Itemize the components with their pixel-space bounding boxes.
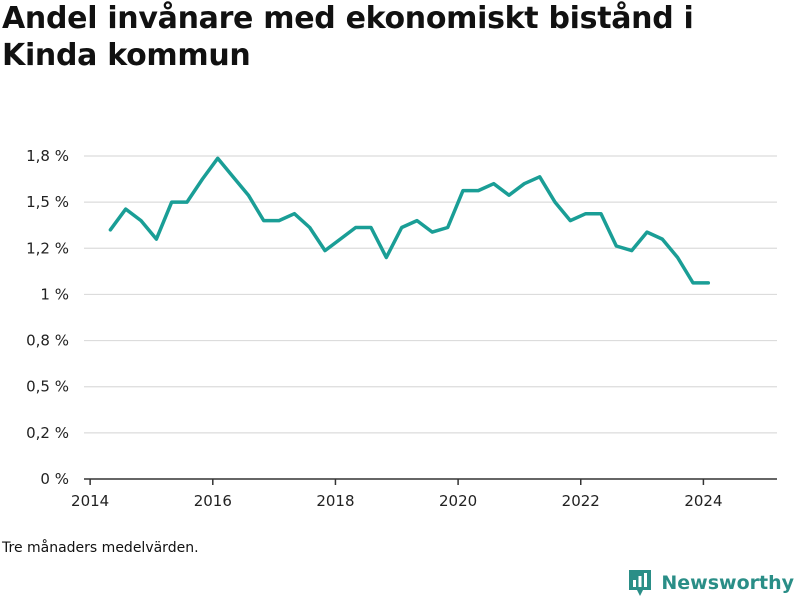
y-axis-tick-labels: 0 % 0,2 % 0,5 % 0,8 % 1 % 1,2 % 1,5 % 1,8 % (26, 147, 69, 488)
brand-name: Newsworthy (661, 572, 794, 594)
y-tick-label: 1,8 % (26, 147, 69, 165)
grid-lines (84, 155, 777, 434)
line-chart: 0 % 0,2 % 0,5 % 0,8 % 1 % 1,2 % 1,5 % 1,8 % 201… (26, 147, 777, 510)
y-tick-label: 0,2 % (26, 424, 69, 442)
y-tick-label: 1 % (40, 285, 69, 303)
x-tick-label: 2016 (194, 492, 232, 510)
x-tick-label: 2020 (439, 492, 477, 510)
y-tick-label: 1,2 % (26, 239, 69, 257)
x-tick-label: 2024 (684, 492, 722, 510)
series-line (108, 156, 711, 285)
page-title: Andel invånare med ekonomiskt bistånd i … (2, 1, 694, 73)
chart-note: Tre månaders medelvärden. (2, 540, 199, 556)
y-tick-label: 0 % (40, 470, 69, 488)
y-tick-label: 0,8 % (26, 332, 69, 350)
brand-logo: Newsworthy (627, 568, 794, 598)
y-tick-label: 0,5 % (26, 378, 69, 396)
x-tick-label: 2018 (316, 492, 354, 510)
bar-chart-logo-icon (629, 570, 652, 596)
x-tick-label: 2022 (562, 492, 600, 510)
y-tick-label: 1,5 % (26, 193, 69, 211)
series-layer (108, 156, 711, 285)
x-axis: 2014 2016 2018 2020 2022 2024 (71, 478, 777, 510)
x-tick-label: 2014 (71, 492, 109, 510)
